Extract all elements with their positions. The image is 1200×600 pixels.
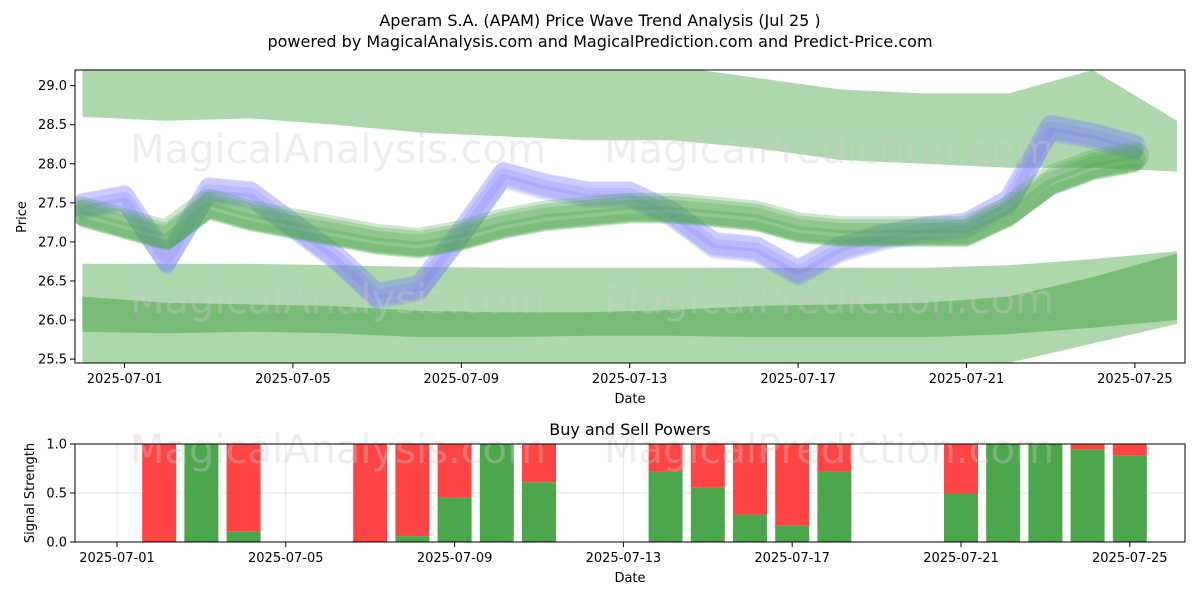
- buy-bar: [1070, 449, 1105, 542]
- sell-bar: [733, 444, 767, 515]
- signal-y-label: Signal Strength: [23, 443, 38, 543]
- watermark-3: MagicalAnalysis.com: [130, 277, 546, 323]
- signal-xtick-label: 2025-07-09: [417, 551, 493, 566]
- price-xtick-label: 2025-07-13: [592, 372, 668, 387]
- buy-bar: [817, 471, 852, 542]
- signal-x-label: Date: [614, 571, 645, 586]
- wave-blue-0: [75, 127, 1142, 310]
- band-lower-band-inner: [82, 253, 1177, 338]
- wave-blue-2: [75, 115, 1146, 306]
- price-xtick-label: 2025-07-05: [255, 372, 331, 387]
- buy-bar: [733, 514, 767, 542]
- price-panel: MagicalAnalysis.com MagicalPrediction.co…: [15, 69, 1186, 407]
- price-ytick-label: 27.0: [38, 235, 67, 250]
- sell-bar: [648, 444, 683, 472]
- price-xtick-label: 2025-07-01: [87, 372, 163, 387]
- signal-xtick-label: 2025-07-21: [923, 551, 999, 566]
- buy-bar: [986, 444, 1021, 542]
- buy-bar: [479, 444, 514, 542]
- buy-bar: [1028, 444, 1063, 542]
- price-ytick-label: 25.5: [38, 353, 67, 368]
- buy-bar: [395, 536, 430, 542]
- sell-bar: [690, 444, 725, 488]
- wave-green-1: [75, 155, 1143, 258]
- sell-bar: [226, 444, 261, 532]
- price-xtick-label: 2025-07-17: [760, 372, 836, 387]
- signal-ytick-label: 0.5: [46, 487, 67, 502]
- signal-title: Buy and Sell Powers: [549, 420, 711, 439]
- buy-bar: [184, 444, 219, 542]
- sell-bar: [1112, 444, 1147, 456]
- sell-bar: [142, 444, 177, 542]
- price-ytick-label: 27.5: [38, 196, 67, 211]
- wave-green-4: [75, 145, 1142, 245]
- price-ytick-label: 26.0: [38, 314, 67, 329]
- wave-green-3: [75, 141, 1149, 256]
- price-ytick-label: 28.0: [38, 157, 67, 172]
- price-xtick-label: 2025-07-09: [424, 372, 500, 387]
- sell-bar: [522, 444, 556, 483]
- sell-bar: [817, 444, 852, 472]
- band-upper-band: [82, 70, 1177, 172]
- price-x-label: Date: [614, 392, 645, 407]
- buy-bar: [522, 482, 556, 542]
- signal-panel: Buy and Sell Powers MagicalAnalysis.com …: [23, 420, 1186, 586]
- price-xtick-label: 2025-07-25: [1097, 372, 1173, 387]
- buy-bar: [226, 531, 261, 542]
- signal-ytick-label: 1.0: [46, 438, 67, 453]
- watermark-2: MagicalPrediction.com: [604, 127, 1054, 173]
- wave-blue-1: [75, 121, 1144, 308]
- price-ytick-label: 29.0: [38, 79, 67, 94]
- wave-green-2: [75, 148, 1146, 257]
- watermark-1: MagicalAnalysis.com: [130, 127, 546, 173]
- wave-green-0: [77, 162, 1140, 259]
- signal-ytick-label: 0.0: [46, 536, 67, 551]
- signal-xtick-label: 2025-07-01: [79, 551, 155, 566]
- wave-blue-3: [75, 114, 1143, 299]
- price-xtick-label: 2025-07-21: [929, 372, 1005, 387]
- watermark-5: MagicalAnalysis.com: [130, 427, 546, 473]
- sell-bar: [395, 444, 430, 537]
- signal-xtick-label: 2025-07-05: [248, 551, 324, 566]
- buy-bar: [690, 487, 725, 542]
- buy-bar: [944, 493, 978, 542]
- signal-xtick-label: 2025-07-13: [586, 551, 662, 566]
- price-ytick-label: 26.5: [38, 274, 67, 289]
- sell-bar: [353, 444, 388, 542]
- buy-bar: [1112, 455, 1147, 542]
- sell-bar: [775, 444, 810, 526]
- sell-bar: [437, 444, 472, 498]
- price-ytick-label: 28.5: [38, 118, 67, 133]
- price-y-label: Price: [15, 201, 30, 233]
- watermark-6: MagicalPrediction.com: [604, 427, 1054, 473]
- watermark-4: MagicalPrediction.com: [604, 277, 1054, 323]
- signal-xtick-label: 2025-07-25: [1092, 551, 1168, 566]
- sell-bar: [1070, 444, 1105, 450]
- buy-bar: [437, 497, 472, 542]
- buy-bar: [648, 471, 683, 542]
- sell-bar: [944, 444, 978, 493]
- chart-title: Aperam S.A. (APAM) Price Wave Trend Anal…: [379, 11, 820, 30]
- chart-subtitle: powered by MagicalAnalysis.com and Magic…: [267, 32, 932, 51]
- signal-xtick-label: 2025-07-17: [754, 551, 830, 566]
- buy-bar: [775, 525, 810, 542]
